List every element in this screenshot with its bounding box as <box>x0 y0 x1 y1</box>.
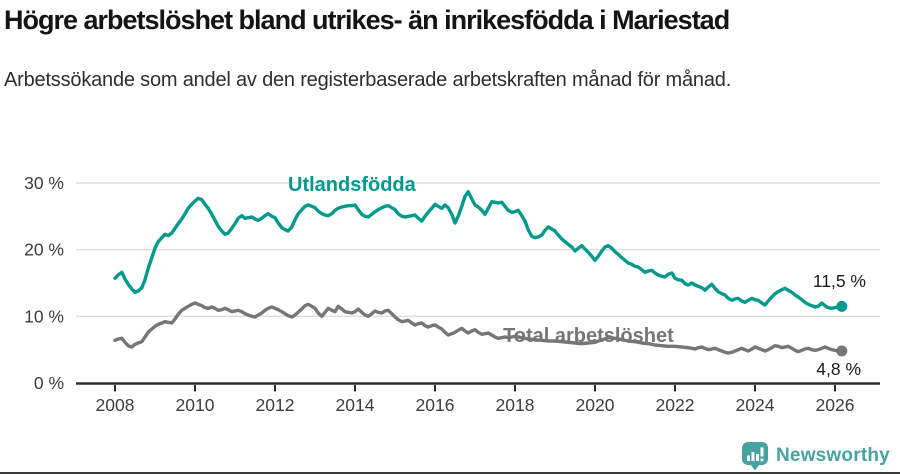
svg-text:2012: 2012 <box>256 395 295 415</box>
value-label-total: 4,8 % <box>816 359 861 379</box>
chart-subtitle: Arbetssökande som andel av den registerb… <box>4 69 732 91</box>
newsworthy-bubble-chart-icon <box>742 442 768 471</box>
bottom-border <box>0 472 900 474</box>
svg-text:2026: 2026 <box>816 395 855 415</box>
svg-text:2008: 2008 <box>96 395 135 415</box>
page-title: Högre arbetslöshet bland utrikes- än inr… <box>4 5 730 35</box>
svg-text:2020: 2020 <box>576 395 615 415</box>
svg-text:2022: 2022 <box>656 395 695 415</box>
newsworthy-logo: Newsworthy <box>741 441 890 471</box>
svg-text:0 %: 0 % <box>34 373 64 393</box>
value-label-utlandsfodda: 11,5 % <box>812 271 866 291</box>
series-label-utlandsfodda: Utlandsfödda <box>288 174 416 196</box>
svg-text:2024: 2024 <box>736 395 775 415</box>
svg-text:2014: 2014 <box>336 395 375 415</box>
svg-text:20 %: 20 % <box>24 240 64 260</box>
svg-text:2010: 2010 <box>176 395 215 415</box>
brand-name: Newsworthy <box>776 445 890 466</box>
svg-text:2016: 2016 <box>416 395 455 415</box>
svg-text:10 %: 10 % <box>24 306 64 326</box>
svg-text:30 %: 30 % <box>24 173 64 193</box>
series-label-total-arbetsloshet: Total arbetslöshet <box>503 325 674 347</box>
svg-text:2018: 2018 <box>496 395 535 415</box>
